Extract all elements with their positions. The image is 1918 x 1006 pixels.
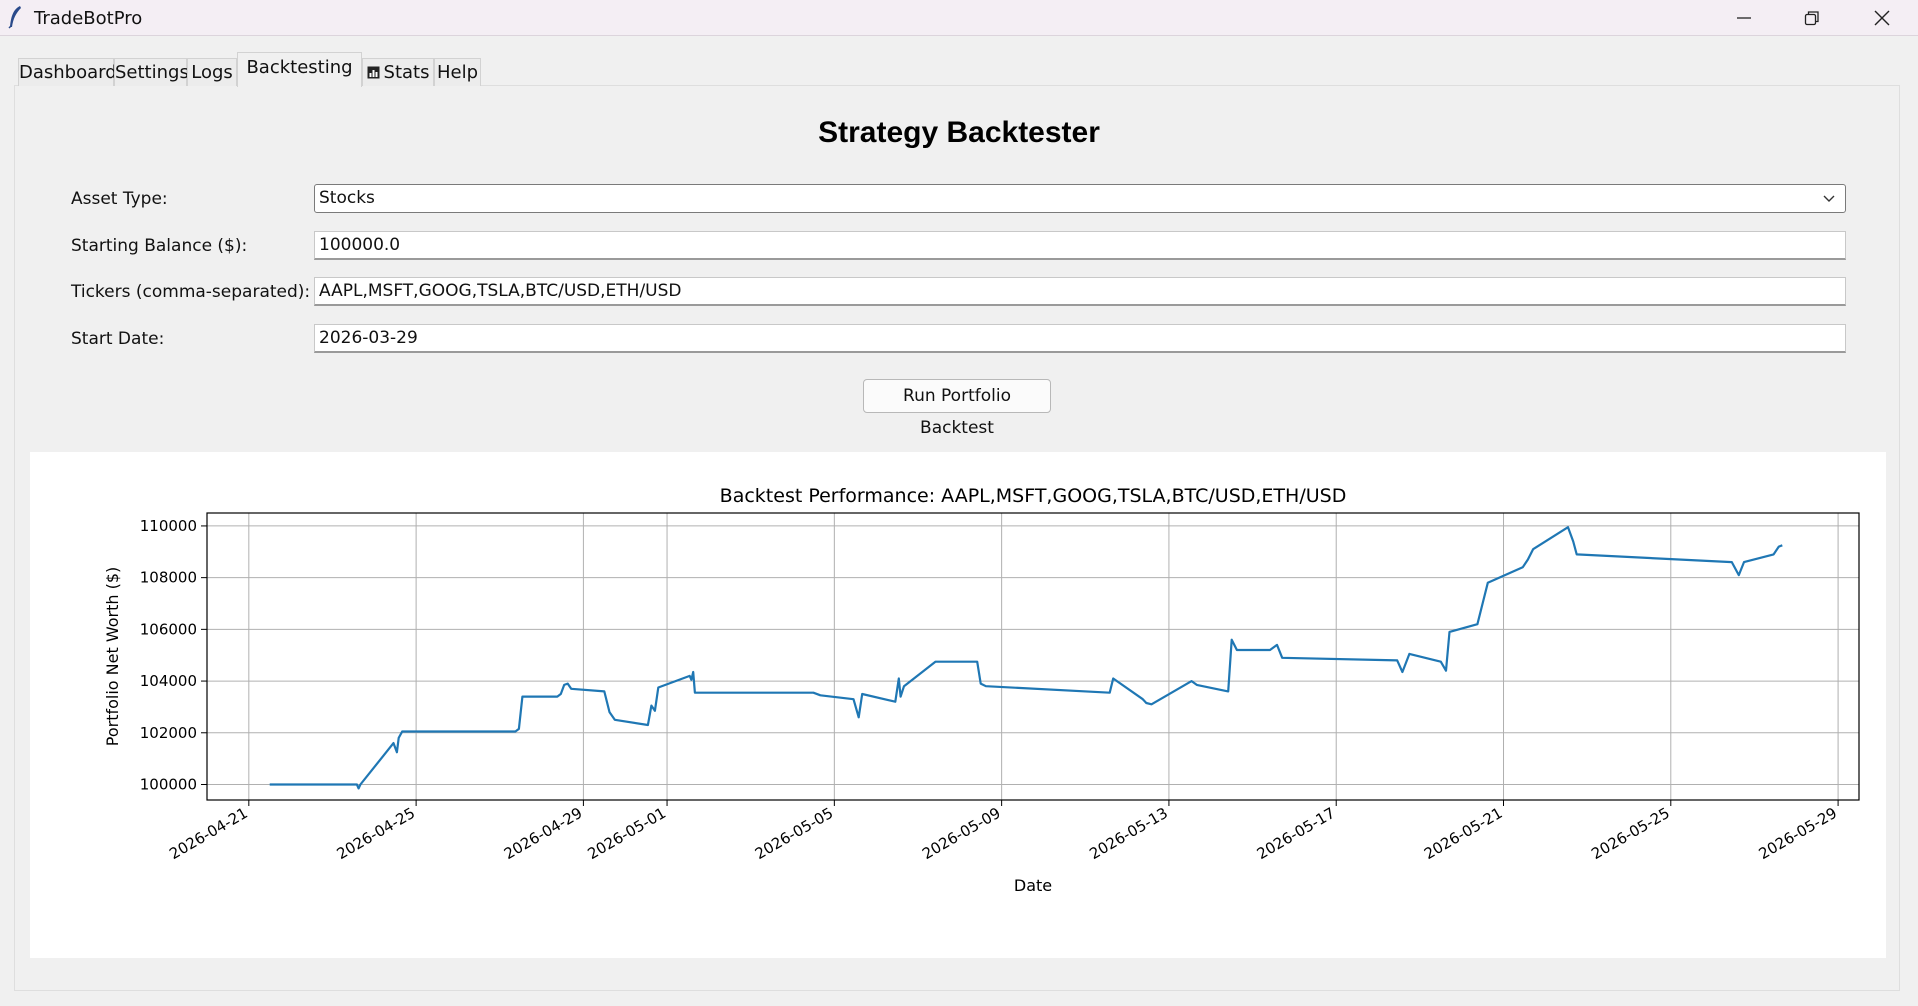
starting-balance-input[interactable]: 100000.0 (314, 231, 1846, 260)
backtest-chart: 2026-04-21 2026-04-25 2026-04-29 2026-05-01… (103, 485, 1860, 895)
tab-dashboard[interactable]: Dashboard (18, 58, 117, 86)
minimize-icon (1737, 17, 1751, 19)
y-axis-ticks: 100000 102000 104000 106000 108000 110000 (140, 517, 207, 793)
tab-help[interactable]: Help (434, 58, 481, 86)
tickers-label: Tickers (comma-separated): (71, 282, 311, 302)
y-tick-label: 108000 (140, 569, 197, 587)
x-tick-label: 2026-05-09 (919, 804, 1004, 863)
start-date-value: 2026-03-29 (319, 328, 418, 348)
y-tick-label: 106000 (140, 620, 197, 638)
restore-icon (1804, 11, 1819, 26)
chart-title: Backtest Performance: AAPL,MSFT,GOOG,TSL… (720, 485, 1347, 507)
tab-label: Settings (115, 62, 189, 83)
plot-frame (206, 512, 1860, 801)
y-tick-label: 100000 (140, 775, 197, 793)
y-axis-label: Portfolio Net Worth ($) (103, 567, 122, 747)
page-title: Strategy Backtester (818, 116, 1100, 149)
tab-backtesting[interactable]: Backtesting (237, 52, 362, 87)
x-tick-label: 2026-04-29 (501, 804, 586, 863)
x-tick-label: 2026-05-05 (752, 804, 837, 863)
x-tick-label: 2026-04-21 (166, 804, 251, 863)
tab-label: Help (436, 62, 479, 83)
x-tick-label: 2026-05-21 (1421, 804, 1506, 863)
x-tick-label: 2026-05-13 (1086, 804, 1171, 863)
tickers-input[interactable]: AAPL,MSFT,GOOG,TSLA,BTC/USD,ETH/USD (314, 277, 1846, 306)
tab-stats[interactable]: Stats (362, 58, 434, 86)
start-date-label: Start Date: (71, 329, 165, 349)
tab-label: Stats (383, 62, 430, 83)
y-tick-label: 104000 (140, 672, 197, 690)
run-backtest-button[interactable]: Run Portfolio Backtest (863, 379, 1051, 438)
x-axis-label: Date (1014, 876, 1052, 895)
tab-label: Dashboard (19, 62, 117, 83)
net-worth-line (269, 526, 1783, 790)
tab-logs[interactable]: Logs (187, 58, 237, 86)
chevron-down-icon (1823, 195, 1835, 202)
y-tick-label: 102000 (140, 724, 197, 742)
window-title: TradeBotPro (34, 8, 143, 29)
tab-label: Logs (191, 62, 233, 83)
minimize-button[interactable] (1712, 0, 1776, 35)
asset-type-value: Stocks (319, 188, 375, 208)
x-tick-label: 2026-04-25 (334, 804, 419, 863)
x-tick-label: 2026-05-29 (1756, 804, 1841, 863)
chart-grid (207, 513, 1859, 800)
bar-chart-icon (367, 66, 380, 79)
asset-type-select[interactable]: Stocks (314, 184, 1846, 213)
starting-balance-value: 100000.0 (319, 235, 401, 255)
x-tick-label: 2026-05-25 (1588, 804, 1673, 863)
tickers-value: AAPL,MSFT,GOOG,TSLA,BTC/USD,ETH/USD (319, 281, 682, 301)
chart-area: 2026-04-21 2026-04-25 2026-04-29 2026-05-01… (30, 452, 1886, 958)
x-tick-label: 2026-05-01 (585, 804, 670, 863)
tab-label: Backtesting (246, 57, 353, 78)
restore-button[interactable] (1780, 0, 1844, 35)
x-axis-ticks: 2026-04-21 2026-04-25 2026-04-29 2026-05-01… (166, 800, 1840, 863)
start-date-input[interactable]: 2026-03-29 (314, 324, 1846, 353)
x-tick-label: 2026-05-17 (1254, 804, 1339, 863)
close-icon (1874, 10, 1890, 26)
asset-type-label: Asset Type: (71, 189, 168, 209)
y-tick-label: 110000 (140, 517, 197, 535)
close-button[interactable] (1850, 0, 1914, 35)
title-bar: TradeBotPro (0, 0, 1918, 36)
feather-icon (8, 6, 21, 29)
tab-settings[interactable]: Settings (114, 58, 189, 86)
starting-balance-label: Starting Balance ($): (71, 236, 248, 256)
